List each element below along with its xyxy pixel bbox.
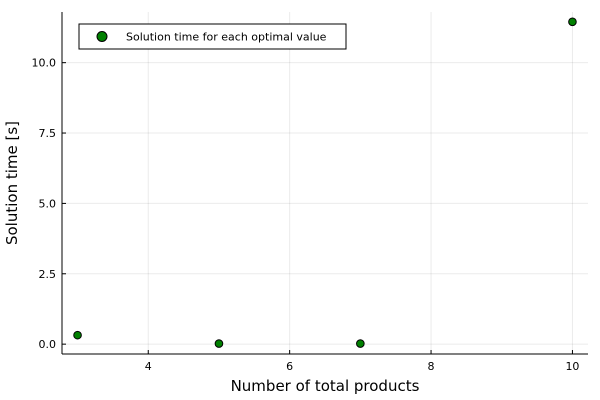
y-tick-label: 10.0 [32, 57, 57, 70]
legend-label: Solution time for each optimal value [126, 31, 327, 44]
y-tick-label: 0.0 [39, 338, 57, 351]
axes [61, 12, 588, 355]
scatter-point [568, 17, 577, 27]
data-points [73, 17, 577, 348]
ticks: 4 6 8 10 0.0 2.5 5.0 7.5 10.0 [32, 57, 580, 373]
legend-box [78, 23, 347, 50]
scatter-point [214, 339, 224, 348]
scatter-point [356, 339, 365, 348]
x-tick-label: 10 [565, 360, 579, 373]
y-tick-label: 2.5 [39, 268, 57, 281]
scatter-point [73, 330, 82, 340]
y-tick-label: 5.0 [39, 197, 57, 210]
y-axis-title: Solution time [s] [3, 121, 21, 245]
x-tick-label: 8 [428, 360, 435, 373]
x-tick-label: 6 [286, 360, 293, 373]
grid [62, 12, 588, 354]
legend-marker [96, 31, 108, 42]
legend: Solution time for each optimal value [78, 23, 347, 50]
x-axis-title: Number of total products [231, 377, 420, 395]
x-tick-label: 4 [145, 360, 152, 373]
y-tick-label: 7.5 [39, 127, 57, 140]
